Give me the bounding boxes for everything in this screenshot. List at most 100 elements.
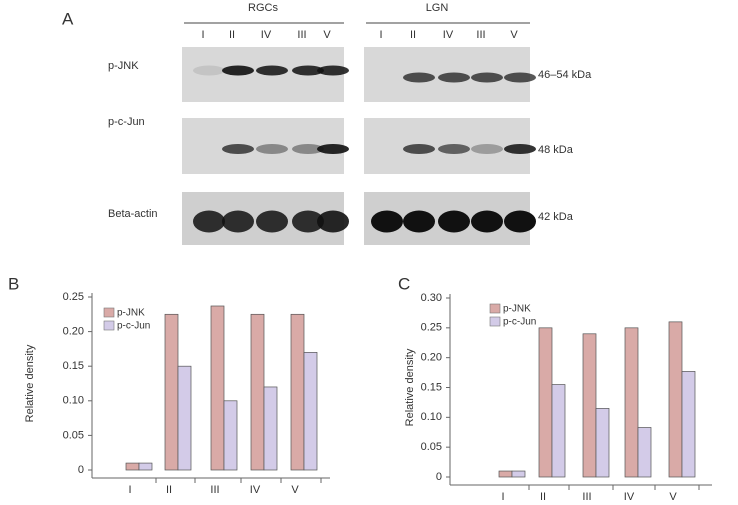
bar <box>250 313 265 471</box>
blot-band <box>371 210 403 233</box>
blot-band <box>193 65 225 76</box>
blot-band <box>256 210 288 233</box>
x-tick-label: II <box>540 491 546 503</box>
y-tick-label: 0.10 <box>421 411 442 423</box>
blot-image <box>182 118 344 174</box>
x-tick-label: IV <box>250 484 261 496</box>
lane-label: IV <box>443 29 454 41</box>
bar <box>498 470 513 478</box>
legend-label: p-JNK <box>503 304 531 315</box>
blot-band <box>256 144 288 154</box>
lane-label: III <box>297 29 306 41</box>
y-tick-label: 0 <box>436 471 442 483</box>
y-tick-label: 0.10 <box>63 395 84 407</box>
lane-label: IV <box>261 29 272 41</box>
blot-band <box>317 65 349 76</box>
bar <box>223 400 238 471</box>
blot-band <box>471 144 503 154</box>
bar <box>681 371 696 478</box>
y-tick-label: 0.25 <box>63 291 84 303</box>
bar <box>624 327 639 478</box>
blot-band <box>438 210 470 233</box>
lane-label: III <box>476 29 485 41</box>
y-tick-label: 0.15 <box>421 381 442 393</box>
blot-band <box>471 72 503 83</box>
x-tick-label: I <box>128 484 131 496</box>
x-tick-label: II <box>166 484 172 496</box>
bar <box>290 313 305 471</box>
blot-band <box>317 210 349 233</box>
bar <box>138 462 153 471</box>
x-tick-label: III <box>582 491 591 503</box>
blot-band <box>222 65 254 76</box>
legend-swatch <box>103 307 115 318</box>
bar <box>668 321 683 478</box>
bar <box>595 408 610 478</box>
lane-label: V <box>323 29 331 41</box>
blot-band <box>256 65 288 76</box>
panel-label: C <box>398 274 410 293</box>
y-tick-label: 0.05 <box>421 441 442 453</box>
row-label: p-c-Jun <box>108 116 145 128</box>
lane-label: II <box>410 29 416 41</box>
bar <box>164 313 179 471</box>
x-tick-label: I <box>501 491 504 503</box>
blot-band <box>471 210 503 233</box>
size-label: 42 kDa <box>538 211 574 223</box>
bar <box>582 333 597 478</box>
y-tick-label: 0.25 <box>421 322 442 334</box>
lane-label: I <box>379 29 382 41</box>
blot-band <box>504 144 536 154</box>
bar <box>303 352 318 471</box>
size-label: 46–54 kDa <box>538 69 592 81</box>
lane-label: V <box>510 29 518 41</box>
lane-label: I <box>201 29 204 41</box>
bar <box>538 327 553 478</box>
group-label: RGCs <box>248 2 278 14</box>
blot-band <box>504 72 536 83</box>
legend-label: p-c-Jun <box>117 321 150 332</box>
legend-label: p-JNK <box>117 308 145 319</box>
bar <box>125 462 140 471</box>
group-label: LGN <box>426 2 449 14</box>
bar <box>637 427 652 478</box>
blot-band <box>222 210 254 233</box>
size-label: 48 kDa <box>538 144 574 156</box>
legend-label: p-c-Jun <box>503 317 536 328</box>
legend-swatch <box>103 320 115 331</box>
y-tick-label: 0 <box>78 464 84 476</box>
row-label: p-JNK <box>108 60 139 72</box>
blot-band <box>292 65 324 76</box>
blot-band <box>317 144 349 154</box>
legend-swatch <box>489 316 501 327</box>
blot-band <box>222 144 254 154</box>
bar <box>263 386 278 471</box>
x-tick-label: V <box>669 491 677 503</box>
y-tick-label: 0.15 <box>63 360 84 372</box>
bar <box>551 384 566 478</box>
y-tick-label: 0.20 <box>421 352 442 364</box>
blot-band <box>403 144 435 154</box>
blot-band <box>504 210 536 233</box>
bar <box>210 305 225 471</box>
y-tick-label: 0.20 <box>63 326 84 338</box>
y-axis-label: Relative density <box>24 344 36 422</box>
x-tick-label: III <box>210 484 219 496</box>
blot-band <box>292 210 324 233</box>
blot-band <box>438 144 470 154</box>
x-tick-label: V <box>291 484 299 496</box>
bar <box>511 470 526 478</box>
row-label: Beta-actin <box>108 208 158 220</box>
y-tick-label: 0.30 <box>421 292 442 304</box>
lane-label: II <box>229 29 235 41</box>
x-tick-label: IV <box>624 491 635 503</box>
blot-band <box>438 72 470 83</box>
blot-band <box>292 144 324 154</box>
bar <box>177 365 192 471</box>
panel-label: B <box>8 274 19 293</box>
blot-band <box>403 72 435 83</box>
y-axis-label: Relative density <box>404 348 416 426</box>
legend-swatch <box>489 303 501 314</box>
blot-band <box>193 210 225 233</box>
